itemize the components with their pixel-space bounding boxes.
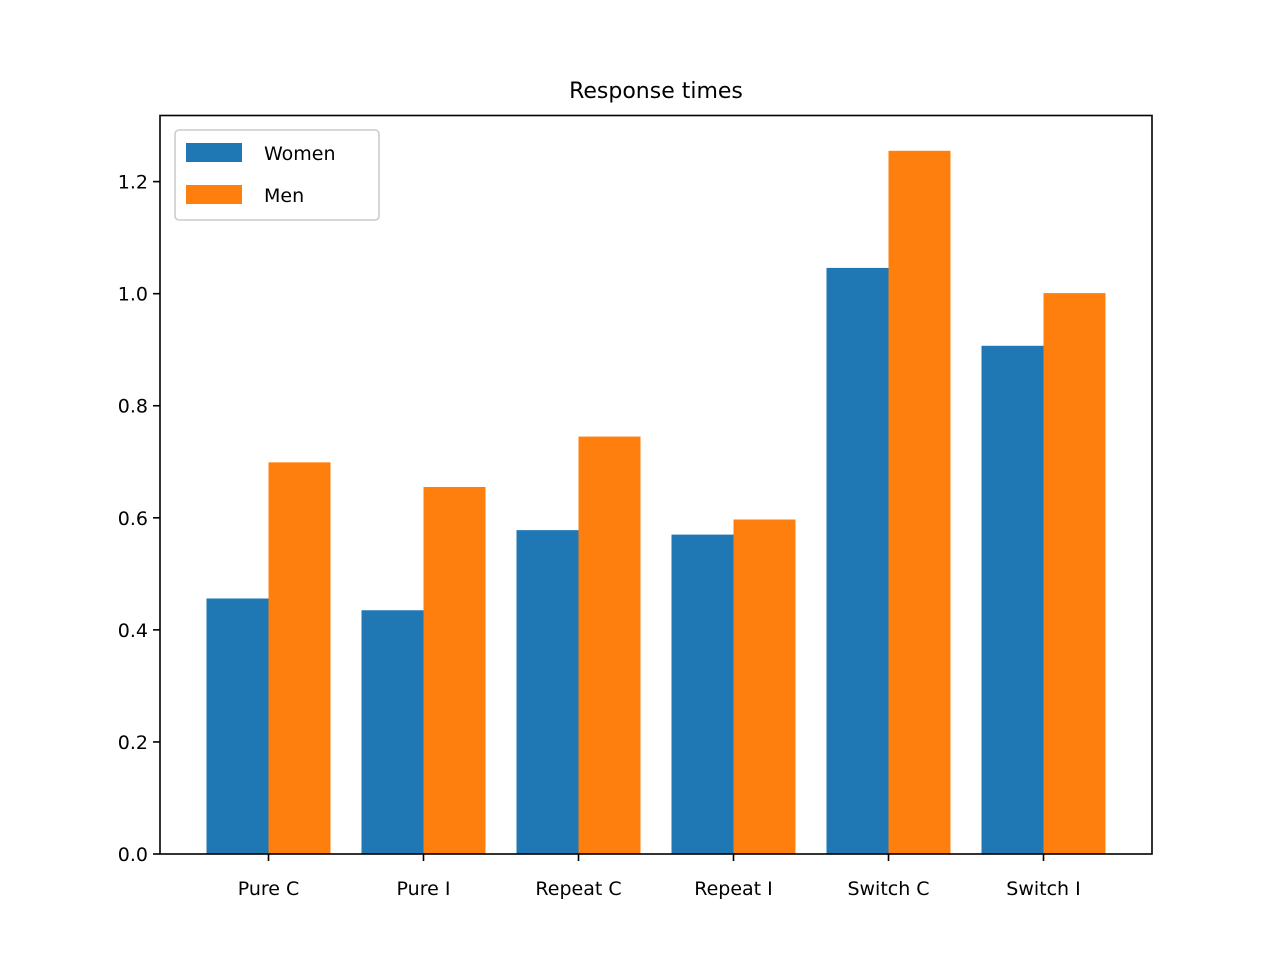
- legend: Women Men: [174, 129, 380, 221]
- x-tick-label: Pure C: [238, 878, 300, 900]
- y-tick-label: 1.2: [118, 172, 148, 194]
- y-tick-label: 0.6: [118, 508, 148, 530]
- y-tick-label: 0.0: [118, 844, 148, 866]
- legend-swatch-men: [186, 185, 242, 204]
- x-tick-label: Repeat C: [535, 878, 621, 900]
- bar-men-pure-i: [423, 486, 486, 854]
- x-tick-label: Pure I: [397, 878, 451, 900]
- x-axis: Pure C Pure I Repeat C Repeat I Switch C Swit…: [238, 854, 1081, 900]
- bar-men-switch-i: [1043, 293, 1106, 855]
- bar-women-repeat-c: [516, 530, 579, 854]
- legend-label-women: Women: [264, 143, 336, 165]
- bar-women-switch-c: [826, 267, 889, 854]
- y-axis: 0.0 0.2 0.4 0.6 0.8 1.0 1.2: [118, 172, 160, 866]
- x-tick-label: Repeat I: [694, 878, 773, 900]
- bar-women-pure-i: [361, 610, 424, 854]
- bar-men-pure-c: [268, 462, 331, 854]
- legend-swatch-women: [186, 143, 242, 162]
- chart-title: Response times: [569, 79, 743, 104]
- bar-women-repeat-i: [671, 534, 734, 854]
- x-tick-label: Switch I: [1006, 878, 1080, 900]
- plot-area-frame: [159, 114, 1153, 855]
- bars-group: [206, 150, 1106, 855]
- bar-men-repeat-c: [578, 436, 641, 854]
- bar-women-switch-i: [981, 345, 1044, 854]
- y-tick-label: 0.8: [118, 396, 148, 418]
- bar-women-pure-c: [206, 598, 269, 854]
- bar-men-repeat-i: [733, 519, 796, 854]
- y-tick-label: 1.0: [118, 284, 148, 306]
- y-tick-label: 0.2: [118, 732, 148, 754]
- bar-men-switch-c: [888, 150, 951, 855]
- x-tick-label: Switch C: [847, 878, 929, 900]
- legend-label-men: Men: [264, 185, 304, 207]
- y-tick-label: 0.4: [118, 620, 148, 642]
